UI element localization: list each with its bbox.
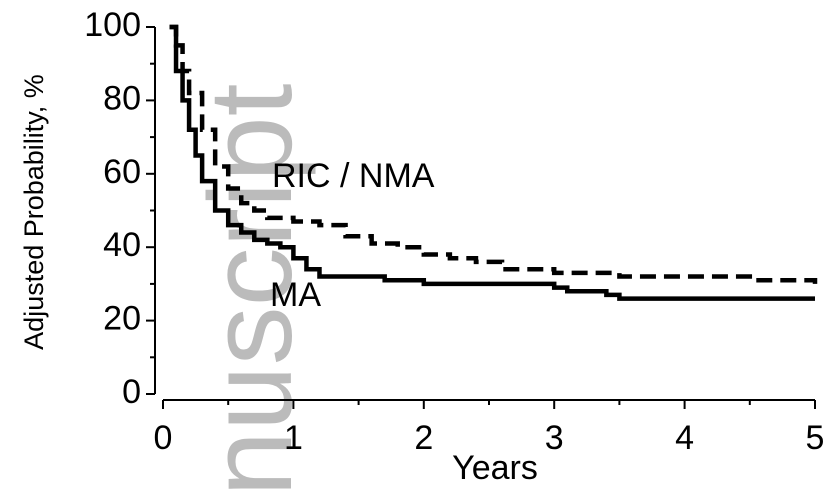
watermark: nuscript (185, 83, 317, 496)
x-axis-label: Years (452, 449, 538, 487)
x-tick-label: 0 (154, 419, 173, 457)
y-axis-label: Adjusted Probability, % (19, 74, 49, 350)
annotation: MA (270, 276, 321, 314)
x-tick-label: 1 (284, 419, 303, 457)
y-tick-label: 100 (84, 6, 141, 44)
y-tick-label: 20 (103, 300, 141, 338)
y-tick-label: 40 (103, 226, 141, 264)
y-tick-label: 0 (122, 373, 141, 411)
x-tick-label: 4 (675, 419, 694, 457)
annotation: RIC / NMA (272, 157, 435, 195)
x-tick-label: 5 (806, 419, 825, 457)
x-tick-label: 3 (545, 419, 564, 457)
y-tick-label: 60 (103, 153, 141, 191)
series-line (169, 24, 818, 284)
series-line (169, 24, 815, 301)
y-tick-label: 80 (103, 79, 141, 117)
x-tick-label: 2 (414, 419, 433, 457)
